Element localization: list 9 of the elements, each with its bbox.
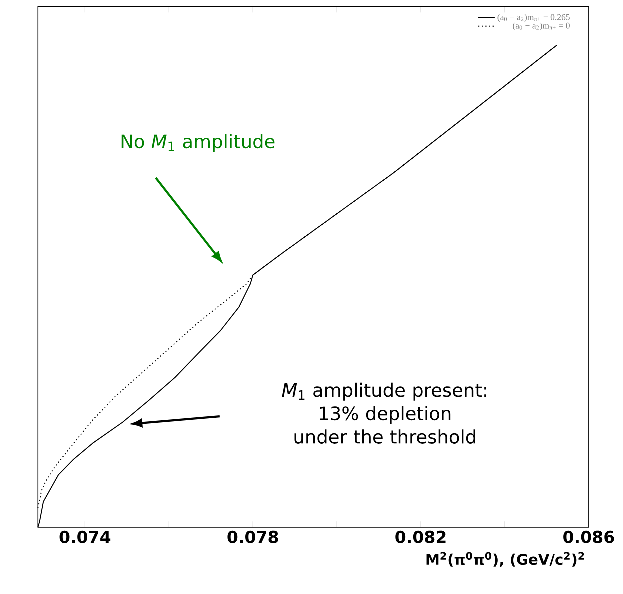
x-tick-label: 0.074 bbox=[60, 531, 111, 544]
text: M$^{2}$(π$^{0}$π$^{0}$), (GeV/c$^{2}$)$^{2}$ bbox=[426, 552, 584, 568]
x-tick-label: 0.082 bbox=[396, 531, 446, 544]
annotation: No M$_{1}$ amplitude bbox=[122, 134, 275, 152]
annotation: M$_{1}$ amplitude present: 13% depletion under the threshold bbox=[282, 383, 486, 444]
x-tick-label: 0.078 bbox=[228, 531, 278, 544]
legend-label: (a$_{0}$ − a$_{2}$)m$_{π+}$ = 0 bbox=[513, 22, 570, 31]
legend-label: (a$_{0}$ − a$_{2}$)m$_{π+}$ = 0.265 bbox=[498, 14, 570, 22]
x-tick-label: 0.086 bbox=[564, 531, 614, 544]
